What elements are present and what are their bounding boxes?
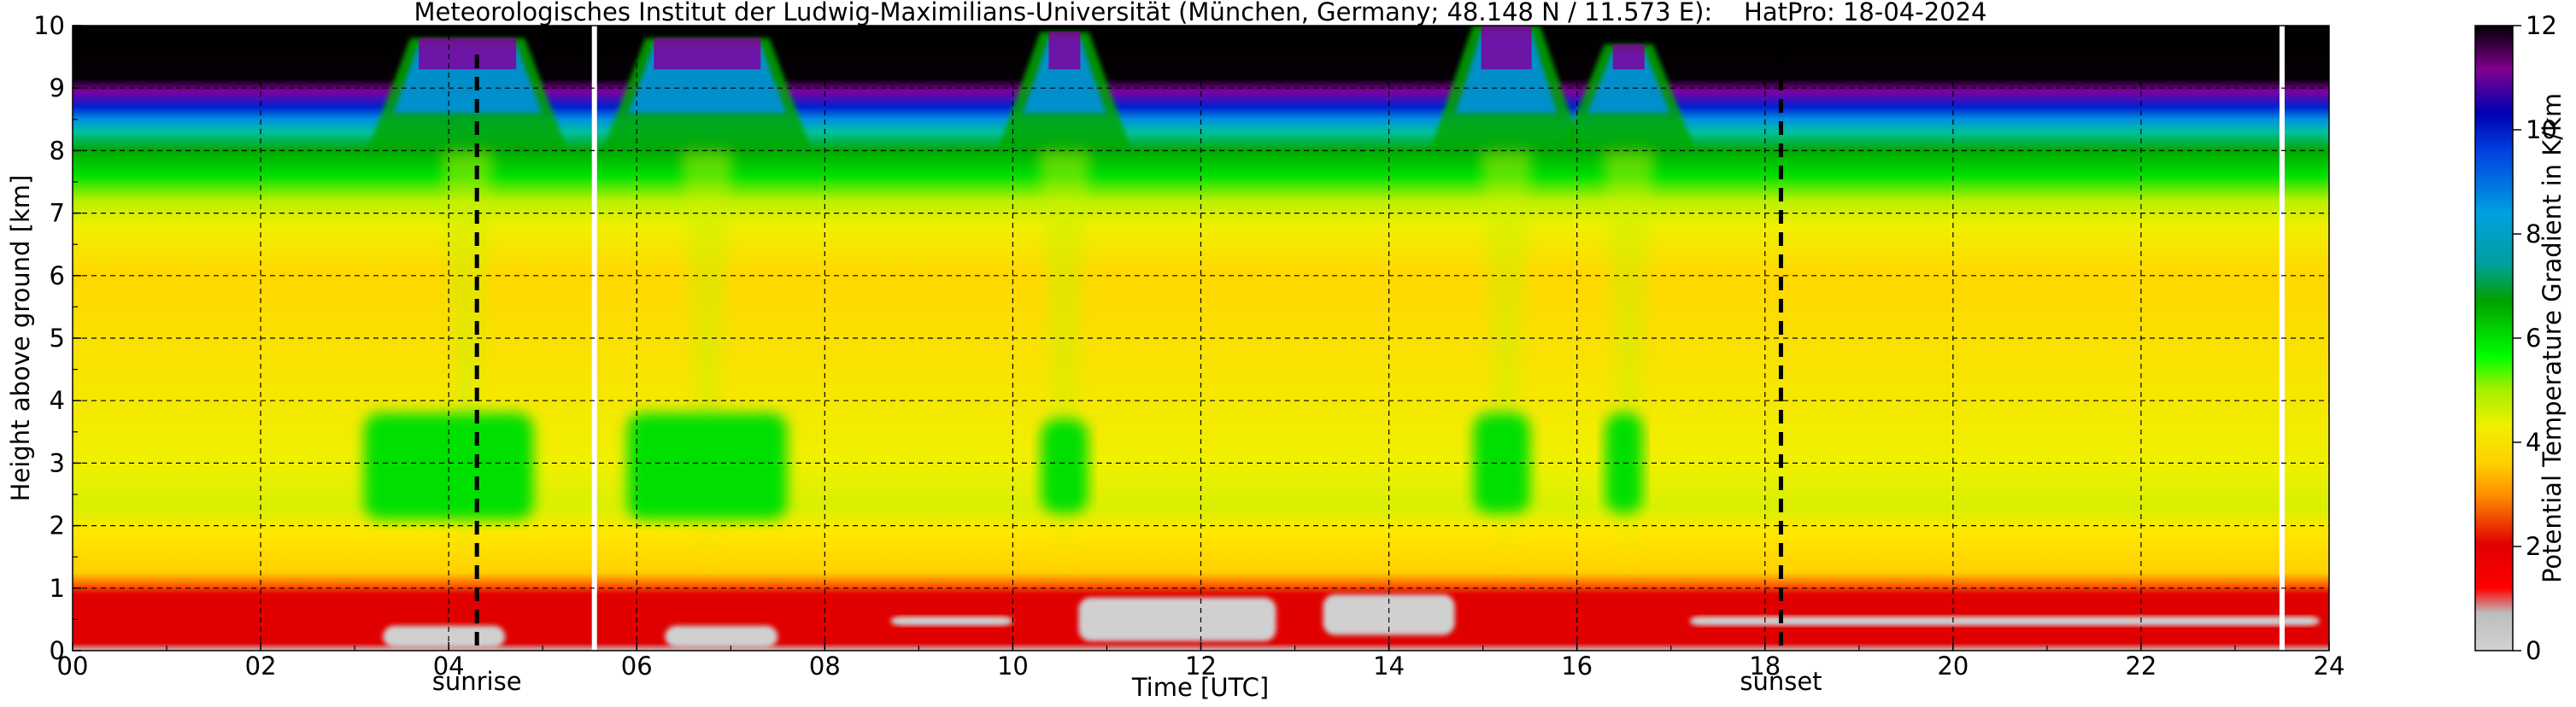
- colorbar-tick-label: 12: [2526, 11, 2557, 40]
- x-tick-label: 10: [997, 651, 1029, 681]
- x-tick-label: 06: [621, 651, 653, 681]
- convective-peak-core: [1455, 32, 1558, 114]
- neutral-layer-patch: [665, 625, 778, 648]
- annotation-label-sunset: sunset: [1740, 667, 1822, 696]
- x-tick-label: 02: [245, 651, 277, 681]
- y-tick-label: 7: [50, 199, 65, 228]
- x-tick-label: 04: [433, 651, 465, 681]
- y-tick-label: 3: [50, 448, 65, 477]
- plot-area: [72, 25, 2330, 651]
- convective-peak-top: [1481, 26, 1532, 70]
- colorbar-tick-label: 0: [2526, 636, 2541, 665]
- y-tick-label: 5: [50, 324, 65, 353]
- neutral-layer-patch: [1078, 597, 1276, 642]
- x-tick-label: 16: [1561, 651, 1593, 681]
- convective-column: [1038, 150, 1090, 576]
- x-tick-label: 08: [809, 651, 841, 681]
- colorbar-tick-label: 8: [2526, 219, 2541, 248]
- neutral-layer-patch: [890, 616, 1013, 626]
- annotation-label-sunrise: sunrise: [432, 667, 522, 696]
- convective-peak-top: [654, 38, 761, 70]
- y-axis-label: Height above ground [km]: [6, 175, 35, 502]
- chart-title: Meteorologisches Institut der Ludwig-Max…: [414, 0, 1986, 26]
- x-tick-label: 00: [57, 651, 89, 681]
- colorbar-tick-label: 2: [2526, 532, 2541, 561]
- neutral-layer-patch: [1689, 616, 2320, 626]
- y-tick-label: 10: [33, 11, 65, 40]
- convective-column: [1603, 150, 1655, 576]
- colorbar-tick-label: 6: [2526, 324, 2541, 353]
- y-tick-label: 6: [50, 261, 65, 290]
- x-tick-label: 22: [2125, 651, 2156, 681]
- x-tick-label: 14: [1373, 651, 1405, 681]
- colorbar-tick-label: 10: [2526, 115, 2557, 144]
- neutral-layer-patch: [383, 625, 506, 648]
- convective-column: [442, 150, 494, 576]
- colorbar-label: Potential Temperature Gradient in K/km: [2538, 93, 2567, 583]
- x-tick-label: 18: [1749, 651, 1781, 681]
- convective-peak-top: [1612, 44, 1645, 70]
- y-tick-label: 8: [50, 136, 65, 165]
- y-tick-label: 0: [50, 636, 65, 665]
- convective-peak-core: [1023, 38, 1106, 114]
- stable-layer-blob: [627, 412, 788, 520]
- convective-column: [1481, 150, 1533, 576]
- x-axis-label: Time [UTC]: [1131, 673, 1269, 702]
- y-tick-label: 1: [50, 574, 65, 603]
- x-tick-label: 24: [2314, 651, 2345, 681]
- convective-column: [681, 150, 733, 576]
- y-tick-label: 9: [50, 73, 65, 102]
- convective-peak-top: [1048, 32, 1081, 70]
- x-tick-label: 20: [1937, 651, 1969, 681]
- convective-peak-core: [1587, 50, 1670, 114]
- y-tick-label: 2: [50, 511, 65, 540]
- colorbar-scale: [2474, 25, 2514, 651]
- colorbar: 0 2 4 6 8 10 12 Potential Temperature Gradient…: [2474, 11, 2567, 665]
- y-tick-label: 4: [50, 386, 65, 415]
- convective-peak-top: [419, 38, 517, 70]
- stable-layer-blob: [1041, 419, 1088, 513]
- neutral-layer-patch: [1323, 594, 1455, 635]
- colorbar-tick-label: 4: [2526, 428, 2541, 457]
- stable-layer-blob: [364, 412, 534, 520]
- x-tick-label: 12: [1185, 651, 1217, 681]
